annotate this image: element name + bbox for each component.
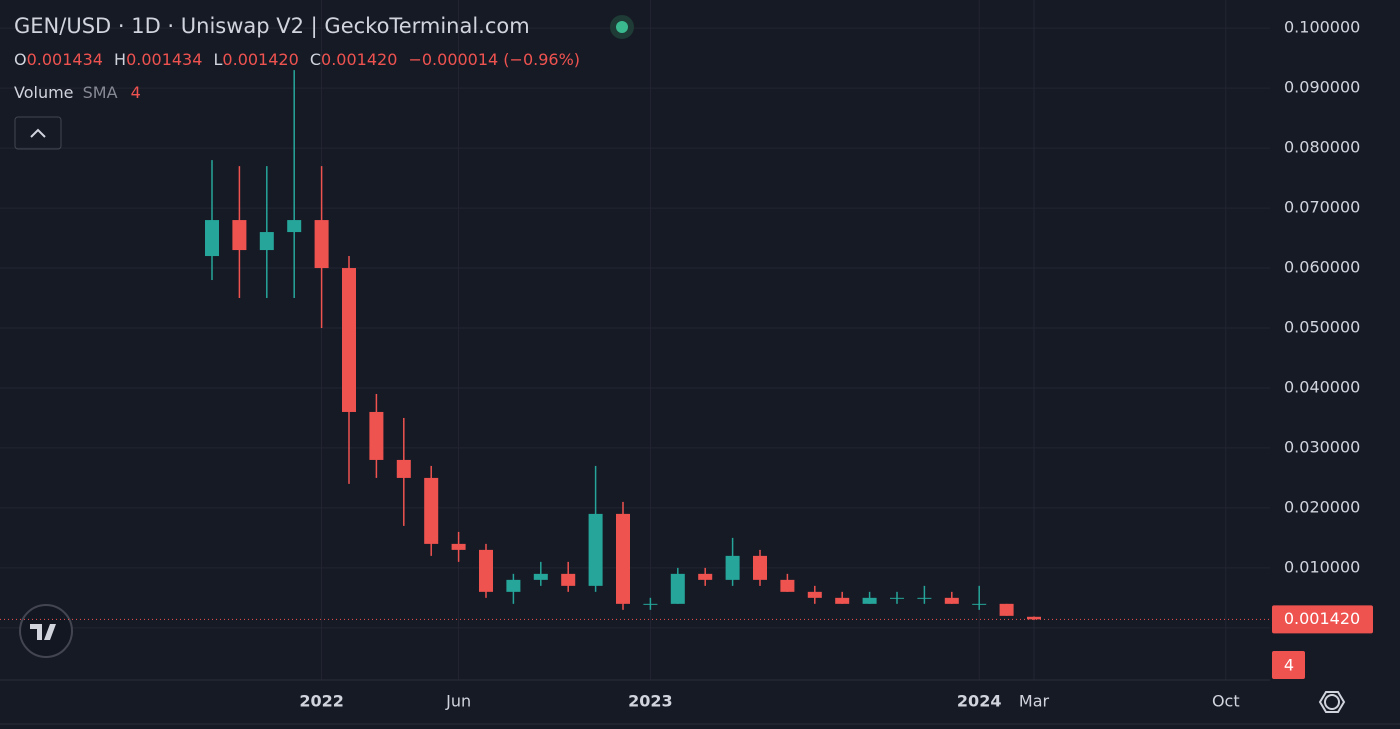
candle-body	[999, 603, 1014, 616]
chevron-icon	[30, 128, 46, 138]
candle-body	[342, 268, 356, 412]
c-value: 0.001420	[321, 50, 397, 69]
chart-title: GEN/USD · 1D · Uniswap V2 | GeckoTermina…	[14, 14, 530, 39]
x-tick-label: Mar	[1019, 692, 1050, 711]
volume-badge-label: 4	[1284, 656, 1294, 675]
candle-body	[561, 573, 576, 586]
candle-body	[588, 513, 603, 586]
l-value: 0.001420	[222, 50, 298, 69]
x-tick-label: Jun	[445, 692, 471, 711]
ohlc-legend: O0.001434 H0.001434 L0.001420 C0.001420 …	[14, 50, 580, 69]
volume-badge	[1272, 651, 1305, 679]
x-tick-label: 2024	[957, 692, 1002, 711]
candle-body	[670, 573, 685, 604]
candle-body	[506, 579, 521, 592]
h-value: 0.001434	[126, 50, 202, 69]
settings-hex	[1318, 691, 1346, 713]
x-tick-label: Oct	[1212, 692, 1240, 711]
o-label: O	[14, 50, 27, 69]
candle-body	[396, 459, 411, 478]
candle-body	[972, 603, 987, 605]
change: −0.000014 (−0.96%)	[408, 50, 580, 69]
y-tick-label: 0.070000	[1284, 198, 1360, 217]
y-tick-label: 0.010000	[1284, 557, 1360, 576]
candle-body	[917, 597, 932, 599]
candle-body	[479, 549, 493, 592]
l-label: L	[214, 50, 223, 69]
candle-body	[533, 573, 548, 580]
volume-length: 4	[131, 83, 141, 102]
settings-icon[interactable]	[1324, 694, 1340, 710]
candle-body	[369, 411, 384, 460]
y-tick-label: 0.080000	[1284, 138, 1360, 157]
candle-body	[259, 232, 274, 251]
candle-body	[1027, 616, 1041, 620]
candle-body	[862, 597, 877, 604]
candles	[205, 70, 1041, 621]
candle-body	[424, 477, 439, 544]
y-tick-label: 0.040000	[1284, 377, 1360, 396]
candle-body	[944, 597, 959, 604]
y-tick-label: 0.030000	[1284, 437, 1360, 456]
candle-body	[616, 513, 630, 604]
candle-body	[725, 555, 740, 580]
last-price-label: 0.001420	[1284, 609, 1360, 628]
last-price-badge	[1272, 605, 1373, 634]
volume-indicator: SMA	[83, 83, 118, 102]
candle-body	[232, 220, 247, 251]
logo-mark	[30, 624, 56, 640]
candle-body	[780, 579, 795, 592]
o-value: 0.001434	[27, 50, 103, 69]
candle-body	[643, 603, 658, 605]
x-tick-label: 2023	[628, 692, 673, 711]
candle-body	[698, 573, 713, 580]
volume-legend: Volume SMA 4	[14, 83, 141, 102]
volume-name: Volume	[14, 83, 74, 102]
candle-body	[314, 220, 329, 269]
logo[interactable]	[19, 604, 73, 658]
candle-body	[753, 555, 767, 580]
y-tick-label: 0.090000	[1284, 78, 1360, 97]
y-tick-label: 0.060000	[1284, 258, 1360, 277]
candle-body	[807, 591, 822, 598]
y-tick-label: 0.020000	[1284, 497, 1360, 516]
y-tick-label: 0.100000	[1284, 18, 1360, 37]
y-tick-label: 0.050000	[1284, 318, 1360, 337]
c-label: C	[310, 50, 321, 69]
candle-body	[890, 597, 904, 599]
candle-body	[451, 543, 466, 550]
candle-body	[835, 597, 850, 604]
candle-body	[205, 220, 219, 257]
collapse-button[interactable]	[14, 116, 62, 150]
h-label: H	[114, 50, 126, 69]
candle-body	[287, 220, 302, 233]
status-dot	[616, 21, 628, 33]
x-tick-label: 2022	[299, 692, 344, 711]
